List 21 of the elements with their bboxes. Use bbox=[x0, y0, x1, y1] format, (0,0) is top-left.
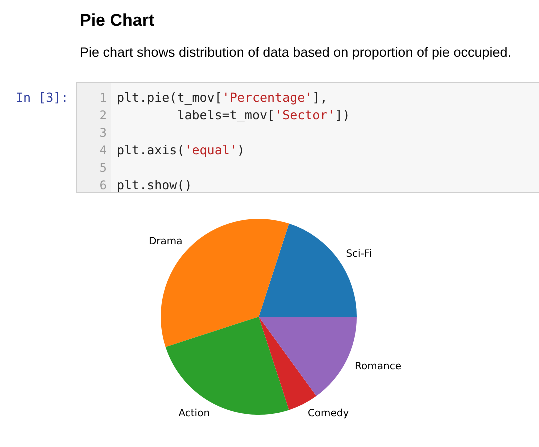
text: 2 bbox=[100, 108, 107, 122]
text: 4 bbox=[100, 144, 107, 158]
slice-label: Action bbox=[178, 408, 210, 420]
chart-subtitle: Pie chart shows distribution of data based on proportion of pie occupied. bbox=[80, 45, 512, 60]
text: 6 bbox=[100, 178, 107, 192]
pie-slice bbox=[166, 317, 290, 415]
text: plt.show() bbox=[117, 178, 192, 192]
chart-title: Pie Chart bbox=[80, 11, 155, 30]
text: 5 bbox=[100, 161, 107, 175]
slice-label: Comedy bbox=[308, 408, 350, 420]
pie-slice bbox=[259, 317, 317, 410]
slice-label: Romance bbox=[355, 361, 402, 372]
text: plt.axis('equal') bbox=[117, 142, 245, 158]
text: 1 bbox=[100, 91, 107, 105]
text: plt.pie(t_mov['Percentage'], bbox=[117, 90, 328, 105]
slice-label: Drama bbox=[148, 236, 183, 248]
slice-label: Sci-Fi bbox=[346, 249, 372, 260]
pie-slice bbox=[259, 317, 357, 396]
text: labels=t_mov['Sector']) bbox=[117, 108, 350, 122]
text: In [3]: bbox=[16, 90, 69, 105]
text: 3 bbox=[100, 126, 107, 140]
